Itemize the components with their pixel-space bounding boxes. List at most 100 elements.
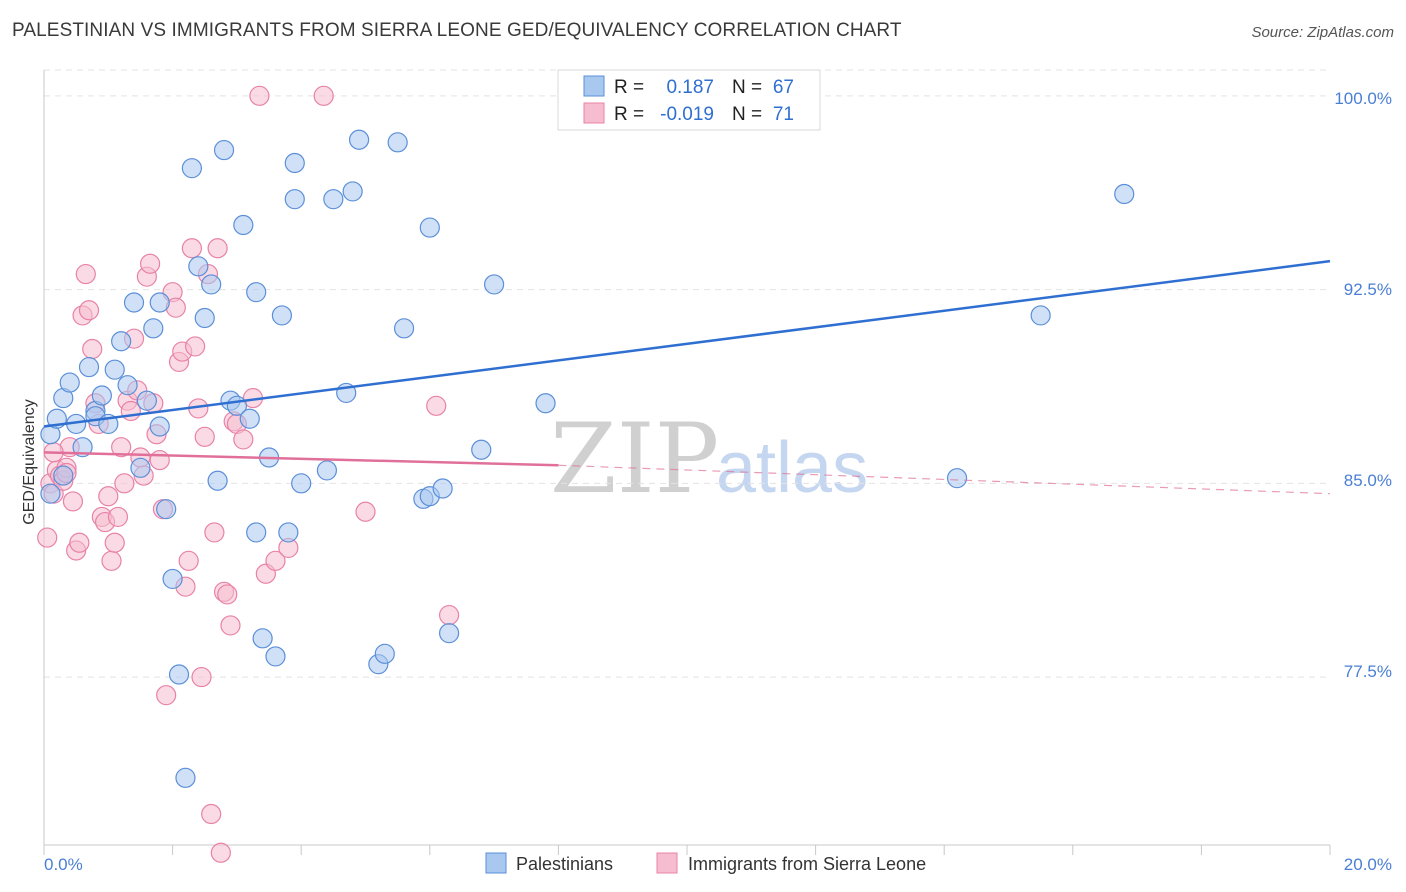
blue-data-point xyxy=(156,499,177,520)
pink-data-point xyxy=(98,486,119,507)
chart-title: PALESTINIAN VS IMMIGRANTS FROM SIERRA LE… xyxy=(12,20,902,41)
stats-blue-r-value: 0.187 xyxy=(666,77,714,98)
legend: Palestinians Immigrants from Sierra Leon… xyxy=(485,852,926,874)
blue-data-point xyxy=(471,439,492,460)
blue-data-point xyxy=(1030,305,1051,326)
x-tick-label: 0.0% xyxy=(44,855,83,874)
blue-data-point xyxy=(201,274,222,295)
legend-blue-swatch xyxy=(485,852,507,874)
pink-data-point xyxy=(111,437,132,458)
pink-data-point xyxy=(62,491,84,512)
stats-pink-n-value: 71 xyxy=(773,104,794,125)
watermark-zip: ZIP xyxy=(550,403,719,515)
pink-data-point xyxy=(75,263,96,285)
stats-pink-r-value: -0.019 xyxy=(660,104,714,125)
stats-blue-n-label: N = xyxy=(732,77,762,98)
y-tick-label: 85.0% xyxy=(1344,471,1392,490)
blue-data-point xyxy=(393,318,415,339)
blue-data-point xyxy=(72,437,93,458)
pink-data-point xyxy=(313,85,334,106)
trend-lines xyxy=(43,259,1331,495)
pink-data-point xyxy=(107,506,129,528)
legend-blue-label: Palestinians xyxy=(516,854,613,874)
pink-data-point xyxy=(217,584,238,605)
gridlines xyxy=(44,69,1330,678)
pink-data-point xyxy=(37,527,58,548)
pink-data-point xyxy=(207,238,228,259)
blue-data-point xyxy=(946,468,968,489)
pink-data-point xyxy=(204,522,225,543)
stats-blue-r-label: R = xyxy=(614,77,644,98)
blue-data-point xyxy=(175,767,196,788)
pink-data-point xyxy=(220,615,241,636)
blue-data-point xyxy=(374,643,395,664)
blue-data-point xyxy=(246,282,267,303)
blue-data-point xyxy=(91,385,112,406)
axes xyxy=(43,70,1331,855)
blue-data-point xyxy=(419,217,440,238)
blue-data-point xyxy=(265,646,286,667)
blue-data-point xyxy=(40,483,61,504)
blue-data-point xyxy=(246,522,267,543)
pink-data-point xyxy=(178,550,199,571)
pink-data-point xyxy=(201,803,222,825)
blue-data-point xyxy=(213,139,235,161)
pink-trend-line-extension xyxy=(558,464,1331,495)
blue-data-point xyxy=(104,359,125,380)
watermark-atlas: atlas xyxy=(716,428,868,508)
blue-data-point xyxy=(432,478,453,499)
y-axis-label: GED/Equivalency xyxy=(21,399,38,524)
blue-data-point xyxy=(348,129,370,150)
blue-data-point xyxy=(162,568,183,590)
pink-data-point xyxy=(78,300,100,321)
blue-data-point xyxy=(316,460,338,481)
blue-data-point xyxy=(143,318,164,339)
pink-trend-line xyxy=(43,451,559,467)
pink-data-point xyxy=(185,336,206,357)
y-tick-label: 100.0% xyxy=(1334,89,1392,108)
blue-data-point xyxy=(342,181,363,202)
pink-data-point xyxy=(194,426,215,447)
pink-data-point xyxy=(120,400,141,422)
blue-data-point xyxy=(168,664,190,685)
blue-data-point xyxy=(291,473,312,494)
source-credit: Source: ZipAtlas.com xyxy=(1251,24,1394,41)
blue-data-point xyxy=(53,465,74,486)
pink-data-point xyxy=(438,604,460,626)
pink-data-point xyxy=(114,473,135,494)
blue-data-point xyxy=(207,470,228,491)
y-tick-label: 77.5% xyxy=(1344,662,1392,681)
pink-data-point xyxy=(69,532,90,553)
pink-data-point xyxy=(426,395,447,416)
blue-data-point xyxy=(278,522,299,543)
pink-data-point xyxy=(210,842,231,863)
blue-data-point xyxy=(323,189,344,210)
blue-data-point xyxy=(136,390,157,411)
pink-series-points xyxy=(37,85,460,863)
stats-pink-n-label: N = xyxy=(732,104,762,125)
y-tick-label: 92.5% xyxy=(1344,280,1392,299)
blue-data-point xyxy=(123,292,145,313)
blue-data-point xyxy=(117,375,138,396)
x-tick-label: 20.0% xyxy=(1344,855,1392,874)
blue-data-point xyxy=(271,305,293,326)
blue-data-point xyxy=(233,214,254,236)
blue-data-point xyxy=(284,189,305,210)
stats-pink-swatch xyxy=(583,102,605,124)
stats-box: R = 0.187 N = 67 R = -0.019 N = 71 xyxy=(557,69,821,131)
pink-data-point xyxy=(249,85,270,106)
blue-data-point xyxy=(438,623,460,644)
blue-data-point xyxy=(284,152,305,174)
pink-data-point xyxy=(265,550,286,571)
pink-data-point xyxy=(191,666,212,688)
blue-data-point xyxy=(130,457,151,478)
blue-data-point xyxy=(194,307,215,329)
blue-data-point xyxy=(59,372,80,393)
legend-pink-label: Immigrants from Sierra Leone xyxy=(688,854,926,874)
blue-data-point xyxy=(239,408,260,429)
blue-data-point xyxy=(252,628,273,649)
blue-data-point xyxy=(484,274,505,295)
stats-blue-n-value: 67 xyxy=(773,77,794,98)
blue-trend-line xyxy=(43,259,1331,428)
